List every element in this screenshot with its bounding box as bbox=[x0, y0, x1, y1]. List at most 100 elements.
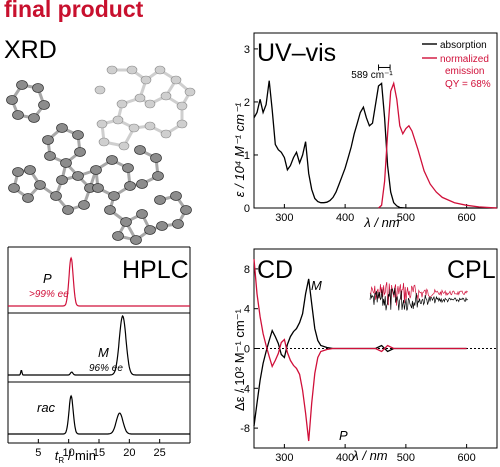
legend-qy: QY = 68% bbox=[445, 79, 491, 90]
uv-shift-label: 589 cm⁻¹ bbox=[351, 70, 393, 81]
xrd-atom bbox=[62, 205, 74, 215]
xrd-atom bbox=[50, 191, 62, 201]
cd-panel: 300 400 500 600 -8 -4 0 4 8 CD CPL M P Δε / 10² … bbox=[232, 248, 498, 464]
xrd-atom bbox=[6, 95, 18, 105]
page-title: final product bbox=[4, 0, 144, 22]
xrd-atom bbox=[144, 121, 156, 131]
uv-frame bbox=[253, 32, 498, 209]
cd-series bbox=[253, 258, 467, 442]
xrd-atom bbox=[118, 141, 130, 151]
hplc-trace-m-ee: 96% ee bbox=[89, 363, 123, 374]
cd-xtick-label: 400 bbox=[336, 452, 354, 464]
xrd-atom bbox=[122, 163, 134, 173]
xrd-atom bbox=[140, 75, 152, 85]
uv-xtick-label: 600 bbox=[457, 212, 475, 224]
xrd-atom bbox=[136, 179, 148, 189]
xrd-atom bbox=[108, 191, 120, 201]
uv-xtick-label: 300 bbox=[275, 212, 293, 224]
cd-label-p: P bbox=[339, 428, 348, 443]
uv-ytick-label: 2 bbox=[244, 97, 250, 109]
cd-xlabel: λ / nm bbox=[351, 448, 387, 463]
xrd-atom bbox=[170, 191, 182, 201]
xrd-atom bbox=[74, 147, 86, 157]
xrd-atom bbox=[134, 145, 146, 155]
xrd-atom bbox=[92, 183, 104, 193]
cd-line-p bbox=[253, 258, 467, 442]
uv-panel: 300 400 500 600 0 1 2 3 UV–vis ε / 10⁴ M⁻¹ cm⁻¹… bbox=[232, 32, 498, 230]
xrd-atom bbox=[160, 91, 172, 101]
xrd-atom bbox=[176, 101, 188, 111]
xrd-structure-picture bbox=[6, 65, 196, 245]
xrd-panel: XRD bbox=[4, 36, 196, 245]
legend-absorption: absorption bbox=[440, 40, 487, 51]
hplc-axes: 5 10 15 20 25 bbox=[7, 246, 191, 459]
xrd-atom bbox=[130, 235, 142, 245]
xrd-atom bbox=[172, 219, 184, 229]
xrd-atom bbox=[94, 85, 106, 95]
xrd-atom bbox=[38, 100, 50, 110]
xrd-atom bbox=[152, 171, 164, 181]
xrd-atom bbox=[32, 83, 44, 93]
uv-xtick-label: 500 bbox=[397, 212, 415, 224]
xrd-atom bbox=[60, 158, 72, 168]
cd-ytick-label: 4 bbox=[244, 304, 250, 316]
xrd-atom bbox=[12, 110, 24, 120]
hplc-traces bbox=[8, 256, 190, 435]
cpl-trace-p bbox=[369, 282, 468, 306]
hplc-trace-rac bbox=[8, 394, 190, 435]
xrd-atom bbox=[170, 75, 182, 85]
xrd-atom bbox=[134, 93, 146, 103]
xrd-atom bbox=[106, 65, 118, 75]
xrd-label: XRD bbox=[4, 36, 57, 64]
hplc-trace-p-ee: >99% ee bbox=[29, 289, 69, 300]
uv-label: UV–vis bbox=[257, 39, 336, 67]
cd-ytick-label: 0 bbox=[244, 344, 250, 356]
xrd-atom bbox=[128, 123, 140, 133]
uv-annotation bbox=[378, 64, 391, 71]
xrd-atom bbox=[154, 195, 166, 205]
xrd-atom bbox=[34, 180, 46, 190]
uv-ytick-label: 0 bbox=[244, 203, 250, 215]
hplc-trace-p bbox=[8, 256, 190, 307]
cd-ytick-label: -8 bbox=[240, 423, 250, 435]
uv-ytick-label: 1 bbox=[244, 150, 250, 162]
xrd-atom bbox=[16, 80, 28, 90]
hplc-xtick-label: 15 bbox=[93, 447, 105, 459]
xrd-atom bbox=[72, 171, 84, 181]
uv-absorption-line bbox=[253, 80, 497, 209]
uv-ytick-label: 3 bbox=[244, 44, 250, 56]
hplc-xtick-label: 20 bbox=[123, 447, 135, 459]
cd-xtick-label: 500 bbox=[397, 452, 415, 464]
cd-label-m: M bbox=[311, 278, 322, 293]
uv-series bbox=[253, 80, 498, 209]
cd-xtick-label: 300 bbox=[275, 452, 293, 464]
xrd-atom bbox=[124, 181, 136, 191]
uv-ylabel: ε / 10⁴ M⁻¹ cm⁻¹ bbox=[232, 102, 247, 197]
xrd-atom bbox=[112, 115, 124, 125]
cd-line-m bbox=[253, 278, 467, 427]
xrd-atom bbox=[116, 99, 128, 109]
hplc-xlabel: tR / min bbox=[55, 448, 96, 465]
cd-axes: 300 400 500 600 -8 -4 0 4 8 bbox=[240, 248, 498, 464]
cd-ytick-label: 8 bbox=[244, 264, 250, 276]
hplc-panel: 5 10 15 20 25 HPLC P >99% ee M 96% ee rac tR… bbox=[7, 246, 191, 465]
xrd-atom bbox=[22, 193, 34, 203]
xrd-atom bbox=[72, 130, 84, 140]
xrd-atom bbox=[144, 225, 156, 235]
cpl-label: CPL bbox=[447, 256, 496, 284]
xrd-atom bbox=[104, 205, 116, 215]
hplc-trace-p: P bbox=[43, 271, 52, 286]
xrd-atom bbox=[156, 221, 168, 231]
xrd-atom bbox=[150, 153, 162, 163]
xrd-atom bbox=[56, 175, 68, 185]
xrd-atom bbox=[96, 119, 108, 129]
legend-emission-1: normalized bbox=[440, 54, 489, 65]
xrd-atom bbox=[8, 183, 20, 193]
xrd-atom bbox=[180, 205, 192, 215]
xrd-atom bbox=[12, 167, 24, 177]
hplc-trace-m bbox=[8, 315, 190, 376]
xrd-atom bbox=[126, 65, 138, 75]
uv-axes: 300 400 500 600 0 1 2 3 bbox=[244, 32, 498, 224]
xrd-atom bbox=[120, 217, 132, 227]
